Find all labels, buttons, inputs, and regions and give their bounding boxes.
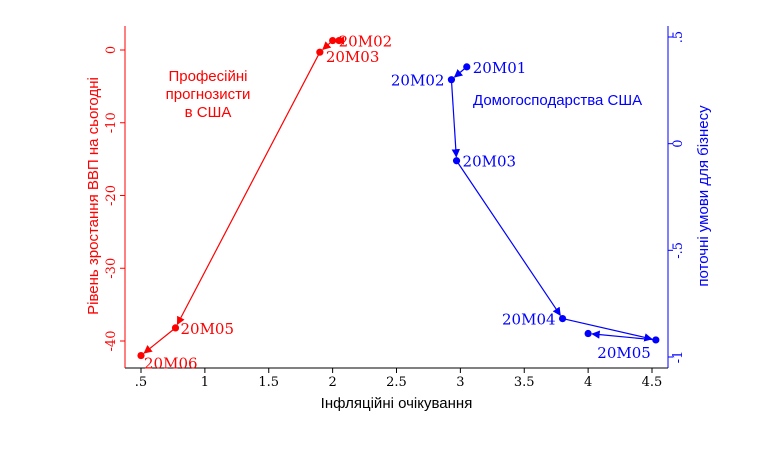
series-red-segment — [176, 51, 321, 326]
series-blue-point — [463, 63, 471, 71]
series-blue-point — [652, 336, 660, 344]
series-blue-point-label: 20M04 — [502, 311, 556, 329]
series-blue-caption: Домогосподарства США — [473, 92, 642, 109]
series-red-caption: Професійні — [169, 68, 248, 85]
series-red-point — [137, 351, 145, 360]
series-red-point — [335, 36, 343, 45]
series-blue-segment — [450, 79, 461, 158]
left-tick-label: -30 — [104, 258, 119, 279]
series-blue-point — [447, 76, 456, 84]
right-tick-label: -.5 — [671, 242, 686, 259]
x-tick-label: 2 — [328, 375, 336, 390]
series-blue-point — [584, 329, 592, 338]
series-blue-segment — [591, 330, 656, 341]
right-axis-title: поточні умови для бізнесу — [695, 105, 712, 287]
series-blue-point-label: 20M03 — [463, 153, 517, 171]
series-blue-point — [558, 315, 567, 323]
right-tick-label: .5 — [671, 31, 686, 43]
left-tick-label: 0 — [104, 46, 119, 54]
x-tick-label: 1.5 — [258, 375, 279, 390]
series-blue-point-label: 20M02 — [391, 72, 445, 90]
series-red-point-label: 20M06 — [144, 355, 198, 373]
series-blue-point-label: 20M01 — [473, 59, 527, 77]
left-tick-label: -10 — [104, 112, 119, 133]
series-red-segment — [143, 327, 176, 354]
series-red-caption: в США — [185, 104, 232, 121]
series-blue-point — [452, 157, 461, 165]
left-tick-label: -40 — [104, 331, 119, 352]
x-tick-label: .5 — [135, 375, 147, 390]
series-red-point-label: 20M03 — [326, 48, 380, 66]
x-tick-label: 4 — [584, 375, 592, 390]
x-tick-label: 1 — [201, 375, 209, 390]
right-tick-label: -1 — [671, 351, 686, 364]
left-tick-label: -20 — [104, 185, 119, 206]
series-blue-segment — [456, 160, 561, 316]
x-tick-label: 3.5 — [514, 375, 535, 390]
x-axis-title: Інфляційні очікування — [321, 395, 473, 412]
x-tick-label: 4.5 — [642, 375, 663, 390]
series-red-point-label: 20M05 — [180, 320, 234, 338]
right-tick-label: 0 — [671, 140, 686, 148]
x-tick-label: 3 — [456, 375, 464, 390]
series-red-caption: прогнозисти — [166, 86, 251, 103]
series-red-point — [171, 324, 180, 332]
series-red-point-label: 20M02 — [339, 33, 393, 51]
series-red-point — [316, 48, 324, 56]
series-blue-segment — [562, 318, 653, 342]
series-blue-point-label: 20M05 — [597, 344, 651, 362]
left-axis-title: Рівень зростання ВВП на сьогодні — [85, 77, 102, 315]
x-tick-label: 2.5 — [386, 375, 407, 390]
series-red-point — [329, 36, 337, 45]
